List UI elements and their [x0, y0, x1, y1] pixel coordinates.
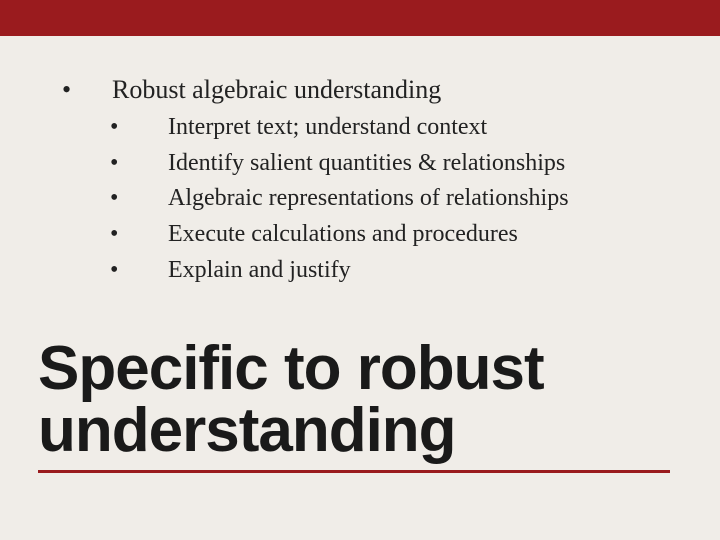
list-item-text: Identify salient quantities & relationsh… — [168, 147, 565, 181]
bullet-icon: • — [106, 111, 168, 145]
list-item-text: Robust algebraic understanding — [112, 74, 441, 105]
title-underline — [38, 470, 670, 473]
slide-title: Specific to robust understanding — [38, 338, 670, 462]
list-item: • Algebraic representations of relations… — [106, 182, 670, 216]
list-item-text: Algebraic representations of relationshi… — [168, 182, 569, 216]
list-item: • Identify salient quantities & relation… — [106, 147, 670, 181]
list-item-text: Explain and justify — [168, 254, 351, 288]
bullet-icon: • — [106, 147, 168, 181]
sub-list: • Interpret text; understand context • I… — [106, 111, 670, 287]
slide-title-block: Specific to robust understanding — [38, 338, 670, 473]
list-item-text: Interpret text; understand context — [168, 111, 487, 145]
bullet-icon: • — [106, 182, 168, 216]
list-item-text: Execute calculations and procedures — [168, 218, 518, 252]
bullet-icon: • — [60, 74, 112, 105]
body-content: • Robust algebraic understanding • Inter… — [60, 74, 670, 289]
bullet-icon: • — [106, 254, 168, 288]
title-line-1: Specific to robust — [38, 334, 544, 403]
list-item: • Execute calculations and procedures — [106, 218, 670, 252]
list-item: • Interpret text; understand context — [106, 111, 670, 145]
header-accent-bar — [0, 0, 720, 36]
bullet-icon: • — [106, 218, 168, 252]
list-item: • Explain and justify — [106, 254, 670, 288]
list-item-main: • Robust algebraic understanding — [60, 74, 670, 105]
title-line-2: understanding — [38, 396, 456, 465]
